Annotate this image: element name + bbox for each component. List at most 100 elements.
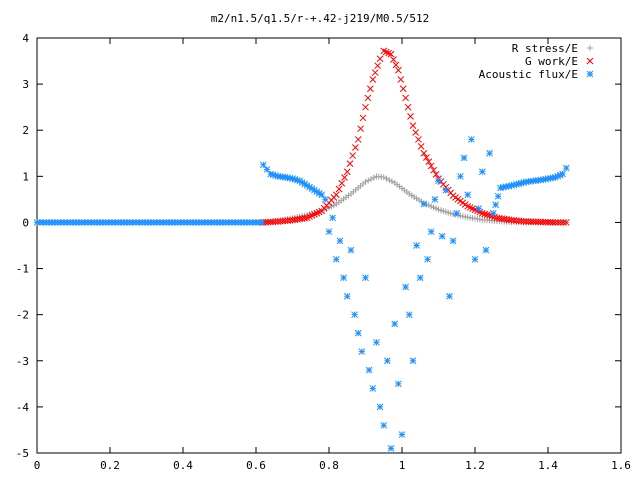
data-point [369,385,377,392]
data-point [371,69,379,76]
data-point [416,274,424,282]
data-point [349,152,357,159]
data-point [357,125,364,133]
y-tick-label: 2 [22,124,29,137]
data-point [364,94,372,102]
plot-frame [36,37,622,454]
data-point [402,283,410,291]
data-point [425,158,433,166]
data-point [549,219,557,226]
x-tick-label: 0.6 [246,459,266,472]
data-point [390,56,397,63]
data-point [394,380,402,388]
series-g-work-e [259,47,570,226]
data-point [362,274,369,282]
data-point [481,210,489,218]
data-point [412,129,420,136]
data-point [362,103,369,111]
data-point [542,218,549,226]
data-point [551,219,559,226]
data-point [340,274,347,282]
x-tick-label: 0.2 [100,459,120,472]
data-point [387,50,395,58]
data-point [341,174,348,181]
data-point [354,136,362,143]
legend-label: Acoustic flux/E [479,68,578,81]
data-point [417,143,425,150]
data-point [376,55,384,63]
data-point [338,179,346,187]
data-point [354,329,362,337]
data-point [362,178,369,185]
y-tick-label: -1 [16,263,29,276]
data-point [420,149,428,157]
data-point [483,211,491,219]
data-point [420,200,428,208]
data-point [367,176,374,183]
x-tick-label: 1.2 [465,459,485,472]
data-point [532,218,540,226]
data-point [413,242,420,249]
x-tick-label: 1.4 [538,459,558,472]
data-point [321,196,329,203]
data-point [384,357,391,365]
data-point [259,161,267,169]
x-tick-label: 0 [34,459,41,472]
data-point [335,185,343,193]
data-point [435,177,442,185]
legend-label: R stress/E [512,42,578,55]
data-point [478,168,486,176]
data-point [399,85,407,93]
data-point [562,219,570,226]
data-point [424,255,431,263]
x-tick-label: 1 [399,459,406,472]
legend-marker [586,70,594,78]
data-point [258,219,266,226]
x-tick-label: 0.8 [319,459,339,472]
data-point [537,218,545,226]
y-tick-label: 1 [22,170,29,183]
axes: 0 0.2 0.4 0.6 0.8 1 1.2 1.4 1.6 4 3 2 1 0 -1 -2 -3 -4 -5 [16,32,631,472]
data-point [559,170,566,178]
data-point [332,191,340,199]
y-tick-label: -3 [16,355,29,368]
data-point [560,219,567,226]
data-point [402,94,410,102]
data-point [554,219,562,226]
data-point [449,237,457,245]
data-point [394,66,402,74]
data-point [398,431,406,438]
data-point [391,320,399,328]
data-point [422,154,430,161]
data-point [383,175,390,182]
y-tick-label: 3 [22,78,29,91]
data-point [427,162,435,170]
data-point [534,218,542,226]
data-point [329,214,337,222]
data-point [489,209,497,217]
data-point [405,311,413,319]
data-point [415,136,422,143]
data-point [427,228,435,236]
data-point [370,174,377,181]
data-point [392,61,400,69]
y-tick-label: -4 [16,401,30,414]
data-point [397,76,405,83]
data-point [478,209,486,217]
data-point [325,228,333,236]
data-point [346,160,354,168]
data-point [367,85,374,93]
data-point [387,445,395,452]
data-point [358,348,366,355]
data-point [351,311,358,319]
data-point [475,205,483,212]
data-point [343,292,351,300]
data-point [431,196,439,203]
data-point [365,177,372,184]
data-point [332,255,340,263]
data-point [430,166,437,174]
data-point [318,191,326,199]
data-point [380,421,388,429]
